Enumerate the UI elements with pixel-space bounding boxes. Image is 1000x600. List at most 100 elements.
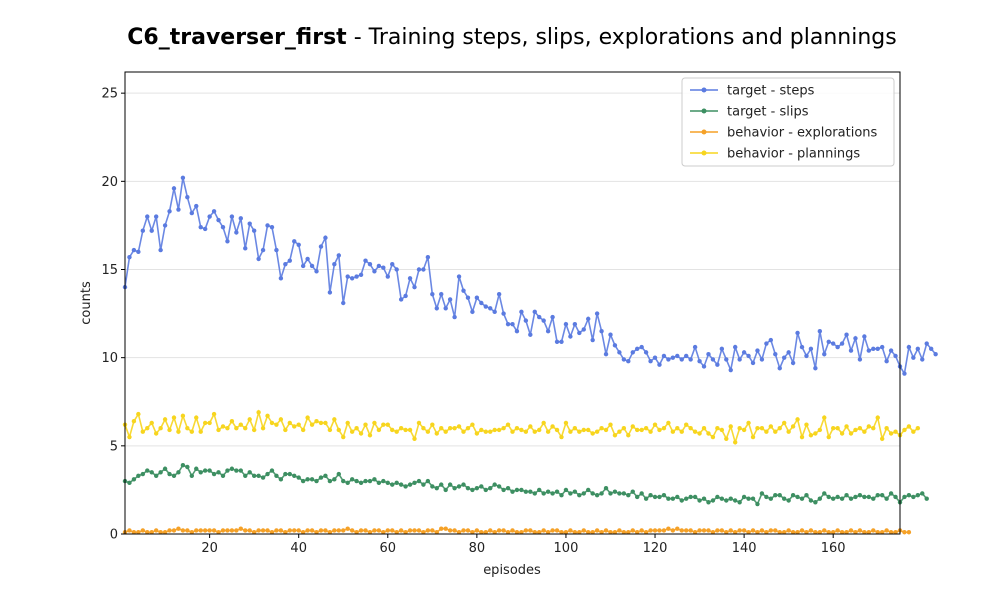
data-point [684, 422, 689, 427]
data-point [728, 496, 733, 501]
data-point [483, 487, 488, 493]
data-point [514, 426, 520, 431]
data-point [710, 434, 716, 440]
data-point [479, 530, 484, 535]
data-point [822, 351, 827, 357]
data-point [336, 253, 341, 258]
data-point [541, 318, 546, 323]
data-point [848, 496, 854, 501]
data-point [657, 528, 662, 533]
data-point [817, 329, 823, 334]
data-point [390, 262, 395, 267]
data-point [492, 482, 497, 487]
data-point [202, 226, 208, 232]
data-point [755, 348, 760, 353]
data-point [327, 530, 333, 535]
data-point [332, 262, 337, 267]
data-point [207, 214, 212, 219]
data-point [563, 321, 569, 327]
data-point [465, 485, 471, 491]
data-point [839, 530, 845, 535]
chart-title: C6_traverser_first - Training steps, sli… [127, 25, 896, 50]
data-point [398, 297, 404, 302]
data-point [813, 500, 818, 505]
data-point [456, 424, 462, 429]
data-point [541, 420, 546, 426]
data-point [590, 530, 595, 535]
data-point [153, 528, 159, 533]
data-point [505, 530, 511, 535]
data-point [327, 427, 333, 433]
data-point [924, 341, 929, 346]
data-point [684, 528, 689, 533]
data-point [470, 422, 475, 427]
data-point [790, 530, 796, 535]
data-point [136, 473, 141, 479]
data-point [162, 417, 168, 422]
data-point [403, 427, 408, 433]
data-point [180, 175, 186, 180]
data-point [808, 346, 814, 352]
data-point [906, 493, 912, 498]
data-point [692, 344, 698, 350]
data-point [813, 366, 818, 371]
data-point [430, 422, 435, 427]
data-point [563, 487, 569, 493]
data-point [768, 528, 774, 533]
series-0 [122, 175, 938, 376]
data-point [283, 530, 288, 535]
series-3 [122, 409, 921, 446]
data-point [496, 427, 502, 433]
data-point [300, 530, 306, 535]
data-point [176, 470, 181, 475]
data-point [902, 530, 907, 535]
data-point [176, 526, 181, 531]
data-point [251, 427, 257, 433]
data-point [167, 209, 172, 214]
data-point [220, 528, 226, 533]
data-point [866, 424, 872, 429]
data-point [140, 228, 146, 233]
data-point [372, 269, 377, 274]
data-point [314, 269, 319, 274]
data-point [817, 530, 823, 535]
data-point [782, 420, 787, 426]
data-point [830, 496, 836, 501]
data-point [363, 478, 368, 484]
data-point [688, 357, 693, 362]
data-point [269, 224, 275, 230]
data-point [608, 422, 613, 427]
data-point [220, 224, 226, 230]
data-point [586, 530, 591, 535]
data-point [741, 350, 747, 355]
data-point [465, 426, 471, 431]
data-point [594, 429, 600, 434]
x-tick-label: 60 [380, 541, 397, 556]
data-point [862, 530, 867, 535]
data-point [483, 429, 488, 434]
data-point [501, 311, 506, 316]
data-point [189, 210, 195, 216]
data-point [412, 528, 417, 533]
data-point [545, 429, 551, 434]
data-point [572, 426, 578, 431]
data-point [862, 494, 867, 500]
data-point [848, 348, 854, 353]
data-point [643, 530, 649, 535]
data-point [906, 424, 912, 429]
data-point [234, 468, 239, 473]
data-point [367, 530, 373, 535]
data-point [906, 344, 912, 350]
data-point [430, 528, 435, 533]
data-point [750, 434, 756, 440]
data-point [505, 422, 511, 427]
data-point [661, 528, 667, 533]
data-point [465, 528, 471, 533]
data-point [162, 223, 168, 228]
data-point [661, 426, 667, 431]
data-point [639, 427, 644, 433]
data-point [719, 496, 725, 501]
data-point [461, 288, 466, 293]
data-point [621, 426, 627, 431]
data-point [871, 426, 876, 431]
